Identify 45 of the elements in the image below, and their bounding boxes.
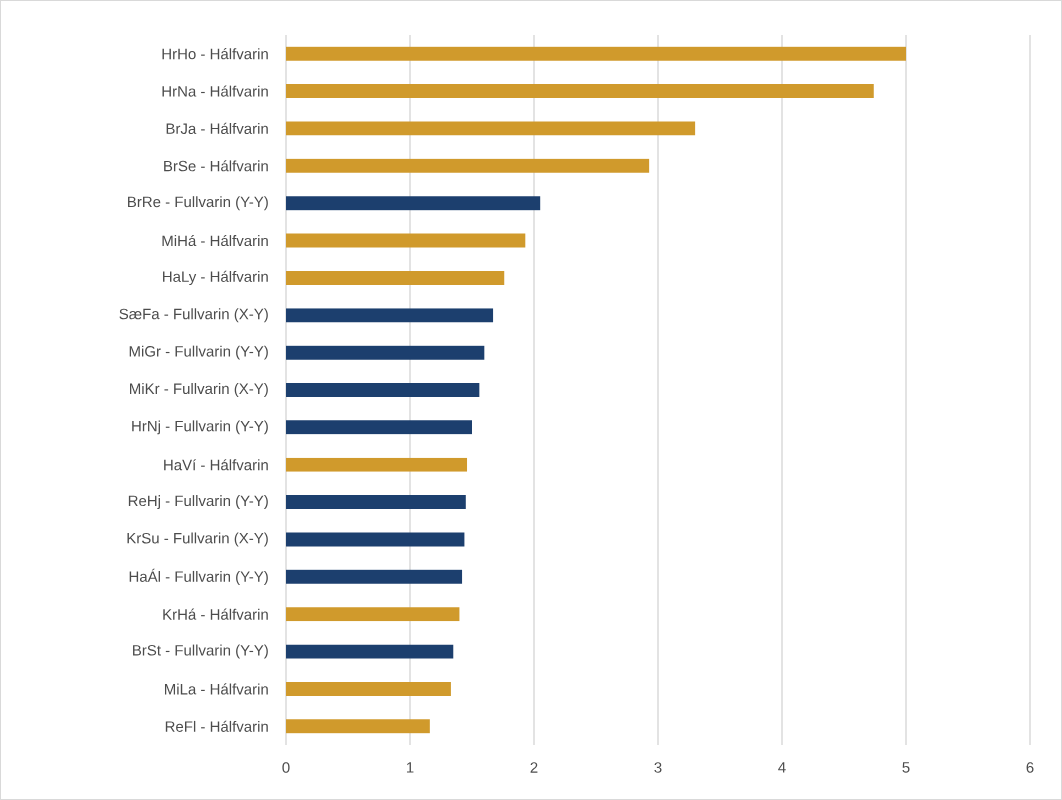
bar [286, 121, 696, 136]
bar [286, 46, 906, 61]
y-tick-label: HaVí - Hálfvarin [164, 459, 268, 471]
y-tick-label: BrJa - Hálfvarin [166, 122, 268, 134]
y-tick-label: SæFa - Fullvarin (X-Y) [119, 308, 268, 323]
y-tick-label: HrHo - Hálfvarin [162, 48, 268, 60]
x-tick-label: 0 [282, 762, 290, 773]
x-tick-label: 2 [530, 762, 538, 773]
bar [286, 607, 460, 622]
x-tick-label: 3 [654, 762, 662, 773]
y-tick-label: MiLa - Hálfvarin [164, 683, 268, 695]
bar [286, 345, 485, 360]
y-tick-label: HaLy - Hálfvarin [163, 270, 268, 285]
y-tick-label: ReHj - Fullvarin (Y-Y) [128, 495, 268, 510]
bar [286, 270, 505, 285]
bar [286, 569, 463, 584]
y-tick-label: HaÁl - Fullvarin (Y-Y) [129, 568, 268, 585]
bar [286, 495, 466, 510]
bar [286, 383, 480, 397]
y-tick-label: HrNa - Hálfvarin [162, 85, 268, 97]
bar [286, 420, 472, 435]
x-tick-label: 1 [406, 762, 414, 773]
y-tick-label: BrSt - Fullvarin (Y-Y) [133, 644, 268, 659]
bar [286, 681, 451, 696]
x-tick-label: 6 [1026, 762, 1034, 773]
y-tick-label: BrSe - Hálfvarin [164, 160, 268, 172]
y-tick-label: ReFl - Hálfvarin [165, 720, 268, 732]
bar [286, 84, 874, 99]
bar [286, 457, 468, 472]
bar [286, 158, 650, 173]
y-tick-label: KrSu - Fullvarin (X-Y) [127, 532, 268, 547]
bar [286, 644, 454, 659]
x-tick-label: 5 [902, 762, 910, 773]
y-tick-label: HrNj - Fullvarin (Y-Y) [132, 420, 268, 435]
bar [286, 532, 465, 547]
y-tick-label: KrHá - Hálfvarin [163, 608, 268, 620]
y-tick-label: BrRe - Fullvarin (Y-Y) [128, 196, 268, 211]
y-tick-label: MiGr - Fullvarin (Y-Y) [129, 345, 268, 360]
y-tick-label: MiKr - Fullvarin (X-Y) [130, 383, 268, 397]
bar [286, 233, 526, 248]
x-tick-label: 4 [778, 762, 786, 773]
bar [286, 719, 430, 734]
bar [286, 196, 541, 211]
bar [286, 308, 494, 323]
y-tick-label: MiHá - Hálfvarin [162, 234, 268, 247]
